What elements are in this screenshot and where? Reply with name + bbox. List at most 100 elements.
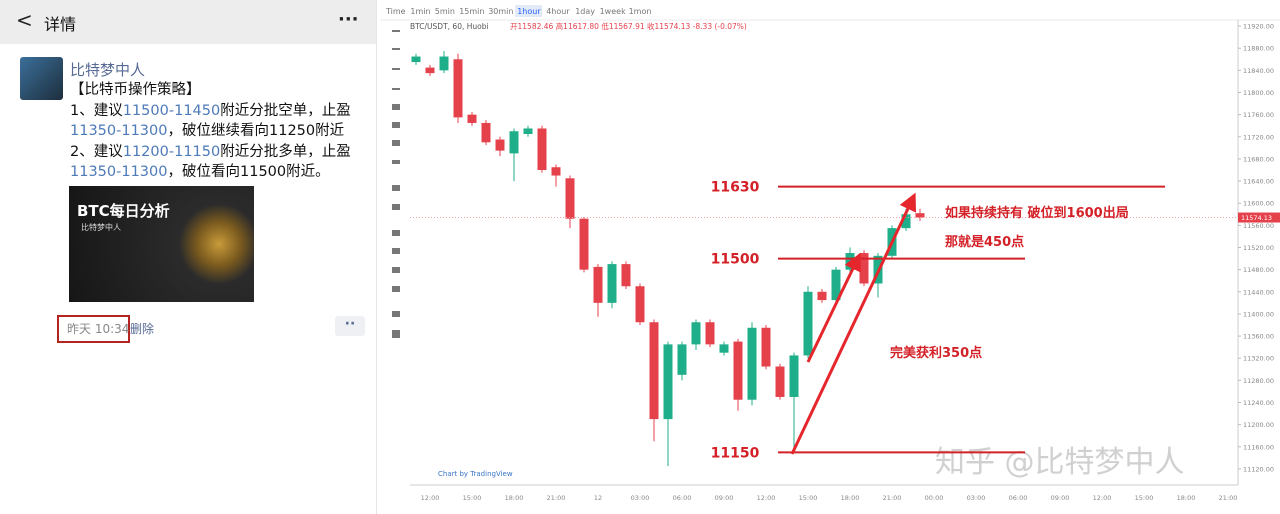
tool-icon[interactable] xyxy=(392,204,400,210)
tool-icon[interactable] xyxy=(392,122,400,128)
credit: Chart by TradingView xyxy=(438,470,513,478)
text-segment: 附近分批空单，止盈 xyxy=(220,102,351,119)
y-tick-label: 11280.00 xyxy=(1243,377,1274,385)
x-tick-label: 18:00 xyxy=(1177,494,1196,502)
interval-button[interactable]: 1day xyxy=(575,7,595,16)
interval-button[interactable]: 15min xyxy=(459,7,484,16)
candle-body xyxy=(579,218,589,270)
price-highlight: 11350-11300 xyxy=(70,164,168,180)
x-tick-label: 12:00 xyxy=(421,494,440,502)
text-line: 【比特币操作策略】 xyxy=(70,80,351,101)
y-tick-label: 11360.00 xyxy=(1243,333,1274,341)
y-tick-label: 11560.00 xyxy=(1243,222,1274,230)
candle-body xyxy=(551,167,561,176)
x-tick-label: 18:00 xyxy=(505,494,524,502)
symbol: BTC/USDT, 60, Huobi xyxy=(410,22,489,31)
chart-bg xyxy=(380,0,1280,514)
tool-icon[interactable] xyxy=(392,160,400,164)
interval-button[interactable]: 4hour xyxy=(546,7,570,16)
annotation: 完美获利350点 xyxy=(890,345,982,361)
x-tick-label: 15:00 xyxy=(1135,494,1154,502)
watermark: 知乎 @比特梦中人 xyxy=(935,445,1185,480)
interval-button[interactable]: 1week xyxy=(600,7,626,16)
x-tick-label: 03:00 xyxy=(631,494,650,502)
author-name[interactable]: 比特梦中人 xyxy=(70,61,146,79)
candle-body xyxy=(523,128,533,135)
candle-body xyxy=(691,322,701,345)
candle-body xyxy=(719,344,729,353)
back-icon[interactable]: < xyxy=(16,8,33,32)
x-tick-label: 12:00 xyxy=(1093,494,1112,502)
y-tick-label: 11120.00 xyxy=(1243,465,1274,473)
tool-icon[interactable] xyxy=(392,104,400,110)
interval-button[interactable]: 5min xyxy=(435,7,455,16)
tool-icon[interactable] xyxy=(392,30,400,32)
interval-button[interactable]: 30min xyxy=(488,7,513,16)
ohlc-readout: 开11582.46 高11617.80 低11567.91 收11574.13 … xyxy=(510,21,747,31)
tool-icon[interactable] xyxy=(392,267,400,273)
interval-button[interactable]: 1mon xyxy=(629,7,652,16)
y-tick-label: 11320.00 xyxy=(1243,355,1274,363)
more-button[interactable]: ·· xyxy=(335,316,365,336)
x-tick-label: 00:00 xyxy=(925,494,944,502)
arrow xyxy=(790,192,917,455)
candle-body xyxy=(565,178,575,219)
text-segment: ，破位继续看向11250附近 xyxy=(167,123,345,139)
x-tick-label: 09:00 xyxy=(715,494,734,502)
text-segment: 附近分批多单，止盈 xyxy=(220,143,351,160)
post-time: 昨天 10:34 xyxy=(67,322,130,336)
candle-body xyxy=(439,56,449,71)
tool-icon[interactable] xyxy=(392,311,400,317)
x-tick-label: 06:00 xyxy=(673,494,692,502)
candle-body xyxy=(537,128,547,170)
text-segment: ，破位看向11500附近。 xyxy=(167,164,330,180)
y-tick-label: 11920.00 xyxy=(1243,23,1274,31)
drawing-tools[interactable] xyxy=(392,30,400,338)
candle-body xyxy=(915,213,925,218)
y-tick-label: 11760.00 xyxy=(1243,111,1274,119)
candle-body xyxy=(677,344,687,375)
candle-body xyxy=(621,264,631,287)
menu-button[interactable]: ··· xyxy=(338,9,359,30)
text-line: 1、建议11500-11450附近分批空单，止盈 xyxy=(70,101,351,122)
avatar[interactable] xyxy=(20,57,63,100)
tool-icon[interactable] xyxy=(392,88,400,90)
tool-icon[interactable] xyxy=(392,248,400,254)
active-interval-bg xyxy=(515,5,543,17)
y-tick-label: 11800.00 xyxy=(1243,89,1274,97)
y-tick-label: 11520.00 xyxy=(1243,244,1274,252)
last-price-box xyxy=(1238,212,1280,223)
text-segment: 1、建议 xyxy=(70,102,123,119)
tool-icon[interactable] xyxy=(392,286,400,292)
tool-icon[interactable] xyxy=(392,140,400,146)
header-bar: < 详情 ··· xyxy=(0,0,376,44)
y-tick-label: 11480.00 xyxy=(1243,266,1274,274)
candle-body xyxy=(817,291,827,301)
level-label: 11150 xyxy=(711,445,760,461)
tool-icon[interactable] xyxy=(392,68,400,70)
arrow xyxy=(806,252,861,363)
annotation: 那就是450点 xyxy=(945,234,1024,250)
interval-button[interactable]: 1hour xyxy=(517,7,541,16)
tool-icon[interactable] xyxy=(392,330,400,338)
interval-button[interactable]: Time xyxy=(385,7,406,16)
post-image[interactable]: BTC每日分析 比特梦中人 xyxy=(69,186,254,302)
tool-icon[interactable] xyxy=(392,230,400,236)
y-tick-label: 11160.00 xyxy=(1243,443,1274,451)
text-line: 11350-11300，破位继续看向11250附近 xyxy=(70,121,351,142)
tool-icon[interactable] xyxy=(392,185,400,191)
candle-body xyxy=(411,56,421,63)
x-tick-label: 15:00 xyxy=(463,494,482,502)
x-tick-label: 03:00 xyxy=(967,494,986,502)
interval-button[interactable]: 1min xyxy=(410,7,430,16)
candle-body xyxy=(775,366,785,397)
candle-body xyxy=(705,322,715,345)
tool-icon[interactable] xyxy=(392,48,400,50)
delete-link[interactable]: 删除 xyxy=(130,322,155,336)
y-tick-label: 11880.00 xyxy=(1243,45,1274,53)
price-highlight: 11200-11150 xyxy=(122,143,221,160)
highlight-box xyxy=(57,315,130,343)
y-tick-label: 11720.00 xyxy=(1243,133,1274,141)
post-panel: < 详情 ··· 比特梦中人 【比特币操作策略】 1、建议11500-11450附… xyxy=(0,0,377,514)
level-label: 11630 xyxy=(711,180,760,196)
